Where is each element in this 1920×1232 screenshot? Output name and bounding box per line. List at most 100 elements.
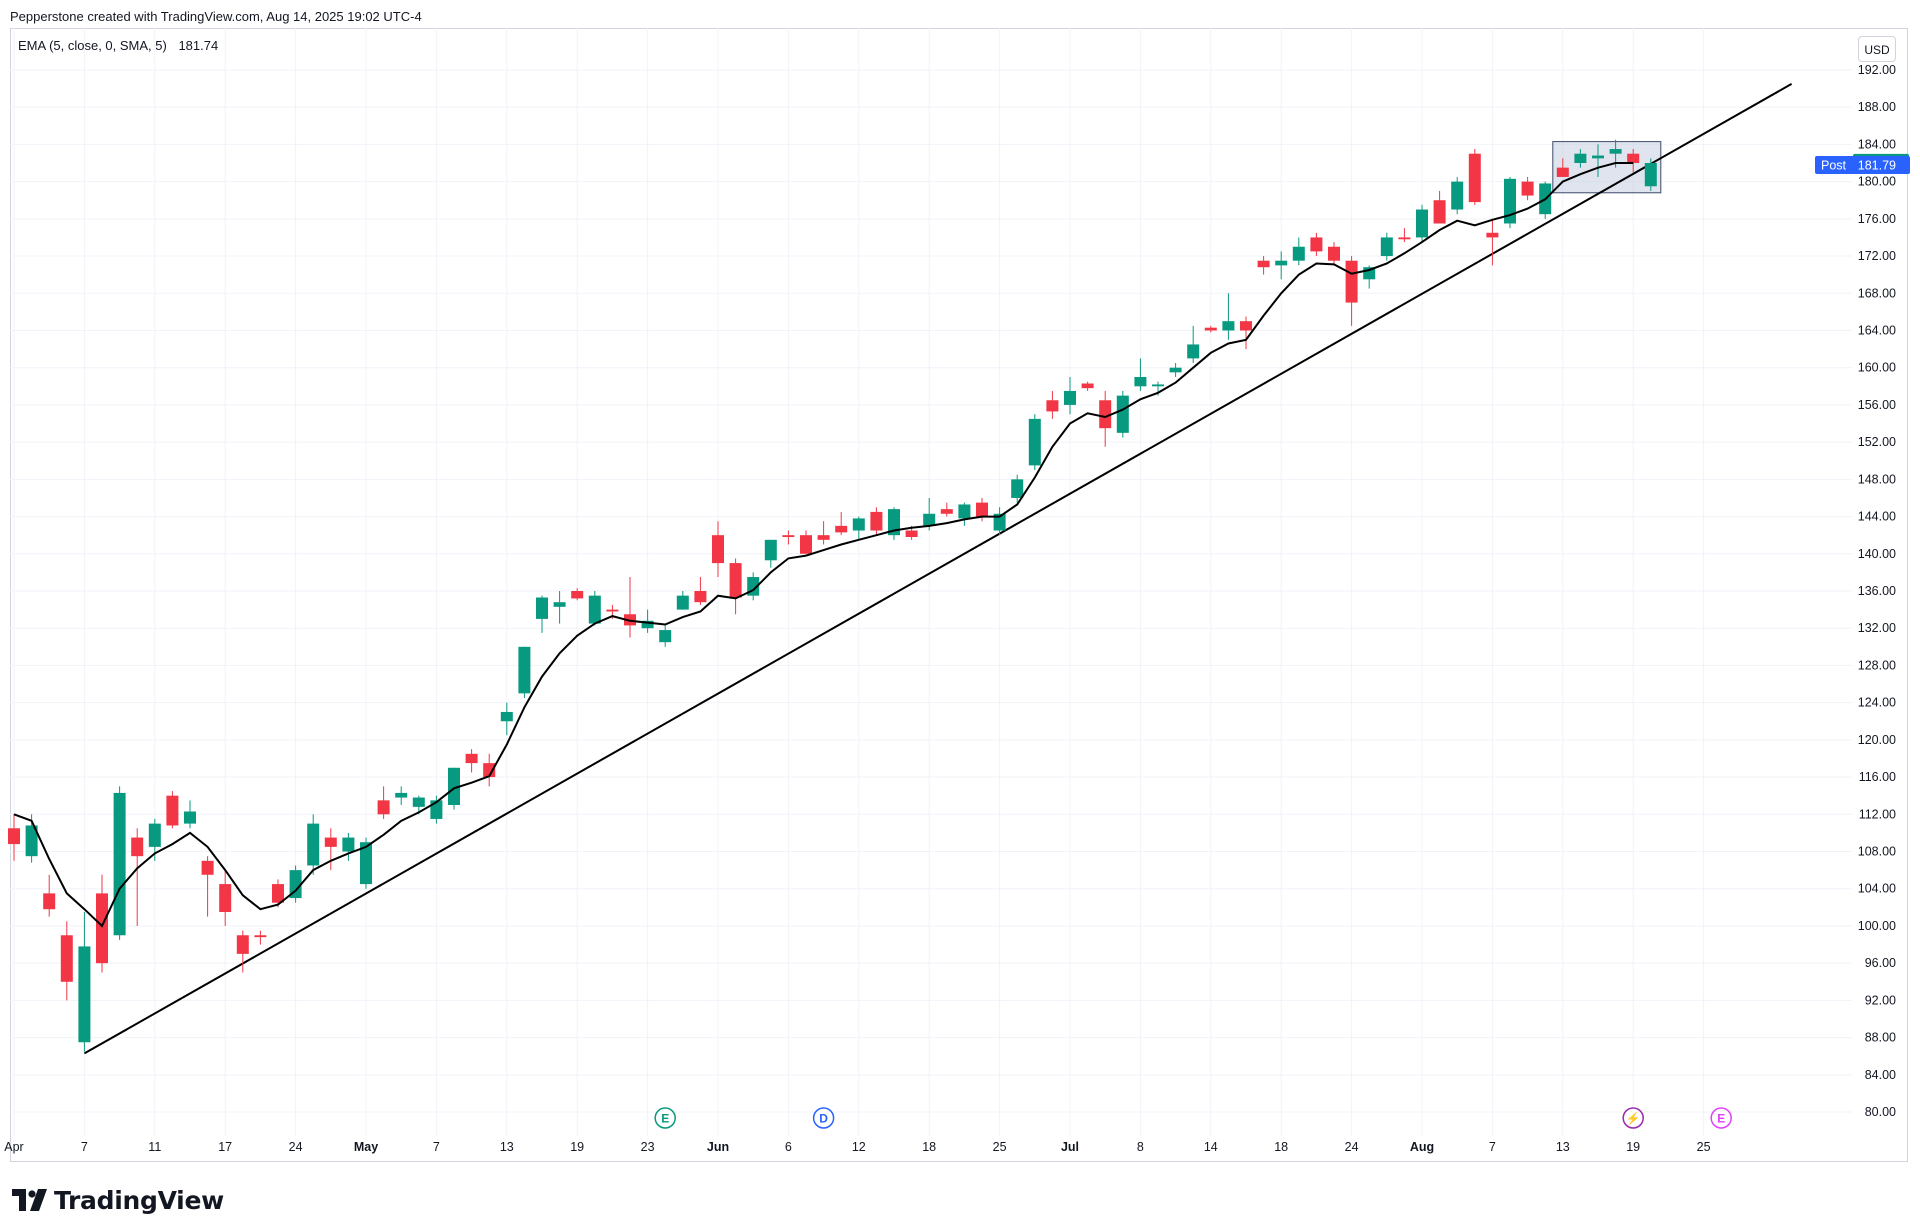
trendline[interactable] (83, 83, 1793, 1055)
event-marker[interactable]: E (1710, 1107, 1732, 1129)
candle-down[interactable] (43, 874, 56, 917)
candle-body (1046, 400, 1059, 412)
candle-down[interactable] (219, 870, 232, 926)
candle-up[interactable] (852, 516, 865, 540)
candle-up[interactable] (1169, 363, 1182, 377)
candle-up[interactable] (588, 591, 601, 626)
candle-up[interactable] (958, 502, 971, 526)
candle-up[interactable] (1592, 144, 1604, 177)
candle-down[interactable] (694, 577, 707, 605)
candle-up[interactable] (1116, 390, 1129, 438)
candle-down[interactable] (1257, 256, 1270, 275)
candle-up[interactable] (641, 609, 654, 633)
candle-up[interactable] (764, 539, 777, 568)
candle-down[interactable] (324, 828, 337, 871)
event-marker-letter: E (661, 1112, 669, 1126)
candle-up[interactable] (412, 795, 425, 815)
candle-body (1521, 181, 1534, 196)
candle-down[interactable] (236, 930, 249, 973)
candle-down[interactable] (870, 507, 883, 536)
candle-down[interactable] (1204, 325, 1217, 333)
candle-down[interactable] (1081, 381, 1094, 391)
candle-up[interactable] (659, 623, 672, 647)
candle-down[interactable] (272, 879, 284, 908)
candle-down[interactable] (1345, 256, 1358, 326)
candle-body (1468, 153, 1481, 203)
candle-down[interactable] (1433, 190, 1446, 224)
candle-up[interactable] (1222, 293, 1235, 340)
candle-up[interactable] (1416, 204, 1428, 243)
candle-up[interactable] (1011, 474, 1024, 503)
candle-down[interactable] (571, 588, 584, 601)
candle-up[interactable] (1187, 325, 1200, 364)
candle-down[interactable] (1046, 390, 1059, 419)
candle-body (676, 595, 689, 610)
candle-up[interactable] (518, 646, 531, 698)
candle-up[interactable] (395, 786, 408, 805)
candle-up[interactable] (1574, 149, 1587, 168)
candle-down[interactable] (166, 791, 179, 829)
candle-up[interactable] (1380, 232, 1393, 261)
candle-down[interactable] (377, 786, 390, 819)
candle-up[interactable] (1292, 237, 1305, 266)
candle-down[interactable] (483, 753, 496, 787)
event-marker[interactable]: ⚡ (1622, 1107, 1644, 1129)
candle-up[interactable] (536, 595, 548, 633)
candle-down[interactable] (1521, 176, 1534, 201)
candle-down[interactable] (940, 502, 953, 517)
y-axis-tick-label: 188.00 (1858, 100, 1896, 114)
candle-down[interactable] (254, 930, 267, 945)
candle-down[interactable] (800, 530, 812, 554)
candle-up[interactable] (289, 865, 302, 903)
event-marker[interactable]: E (654, 1107, 676, 1129)
candle-down[interactable] (1328, 242, 1340, 266)
candle-body (184, 811, 196, 824)
candle-down[interactable] (1468, 149, 1481, 205)
ema-line[interactable] (13, 162, 1634, 928)
candle-down[interactable] (465, 749, 478, 773)
candle-down[interactable] (8, 814, 20, 861)
candle-up[interactable] (993, 507, 1006, 536)
candle-up[interactable] (342, 832, 355, 861)
candle-down[interactable] (1556, 158, 1569, 177)
candle-down[interactable] (782, 530, 795, 545)
candle-up[interactable] (500, 702, 513, 736)
candle-down[interactable] (835, 511, 848, 536)
candle-down[interactable] (201, 856, 214, 917)
candle-down[interactable] (1627, 149, 1640, 173)
candle-down[interactable] (817, 521, 830, 545)
candle-up[interactable] (553, 591, 566, 624)
candle-up[interactable] (1451, 176, 1464, 215)
candle-up[interactable] (184, 800, 196, 829)
currency-button[interactable]: USD (1858, 36, 1896, 62)
candle-up[interactable] (1028, 414, 1041, 471)
candle-up[interactable] (1644, 158, 1657, 191)
candle-up[interactable] (888, 507, 900, 540)
candle-body (536, 597, 548, 619)
candle-up[interactable] (1064, 377, 1076, 415)
candle-down[interactable] (96, 874, 108, 973)
candle-down[interactable] (60, 921, 73, 1001)
candle-up[interactable] (676, 591, 689, 610)
candle-down[interactable] (1310, 232, 1323, 257)
candle-down[interactable] (1486, 218, 1499, 266)
ema-legend[interactable]: EMA (5, close, 0, SMA, 5) 181.74 (18, 38, 218, 53)
candle-down[interactable] (1398, 228, 1411, 243)
highlight-rectangle[interactable] (1552, 141, 1662, 194)
candle-down[interactable] (1240, 316, 1252, 350)
candle-up[interactable] (1275, 251, 1288, 280)
candle-up[interactable] (78, 912, 91, 1052)
candle-up[interactable] (1134, 358, 1147, 391)
candle-up[interactable] (113, 786, 126, 940)
candle-up[interactable] (307, 814, 320, 875)
candle-up[interactable] (1504, 176, 1516, 229)
tradingview-logo[interactable]: TradingView (12, 1184, 224, 1216)
candle-down[interactable] (131, 828, 144, 926)
candle-body (940, 509, 953, 514)
candle-down[interactable] (712, 521, 724, 578)
candle-down[interactable] (729, 558, 742, 615)
price-chart[interactable]: 192.00 188.00 184.00 180.00 176.00 172.00 168.… (0, 0, 1920, 1170)
candle-up[interactable] (360, 837, 372, 889)
event-marker[interactable]: D (812, 1107, 835, 1129)
candle-down[interactable] (1099, 390, 1112, 447)
